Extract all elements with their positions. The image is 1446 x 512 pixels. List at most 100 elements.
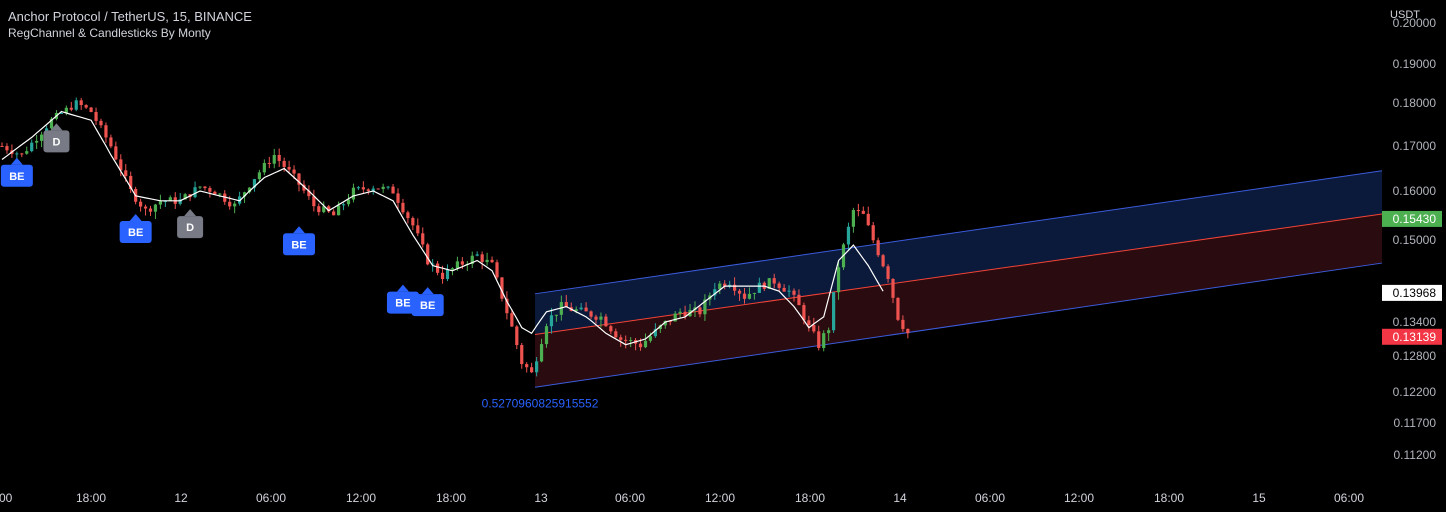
candle-body <box>554 314 558 316</box>
candle-body <box>797 294 801 306</box>
candle-body <box>346 199 351 205</box>
candle-body <box>139 201 143 207</box>
x-tick-label: 06:00 <box>615 491 645 505</box>
candle-body <box>802 305 806 321</box>
candle-body <box>901 319 905 329</box>
y-tick-label: 0.19000 <box>1393 57 1437 71</box>
chart-title: Anchor Protocol / TetherUS, 15, BINANCE <box>8 9 252 24</box>
x-tick-label: 06:00 <box>256 491 286 505</box>
candle-body <box>104 125 108 138</box>
x-tick-label: 14 <box>893 491 907 505</box>
candle-body <box>421 233 425 245</box>
candle-body <box>772 278 776 284</box>
y-tick-label: 0.16000 <box>1393 184 1437 198</box>
y-tick-label: 0.13400 <box>1393 315 1437 329</box>
candle-body <box>436 263 440 273</box>
candle-body <box>267 162 271 164</box>
candle-body <box>129 175 133 189</box>
candle-body <box>252 179 257 188</box>
d-signal-marker <box>177 216 204 239</box>
candle-body <box>470 255 474 264</box>
x-tick-label: 18:00 <box>795 491 825 505</box>
candle-body <box>30 142 34 152</box>
y-tick-label: 0.15000 <box>1393 233 1437 247</box>
candle-body <box>119 159 123 171</box>
candle-body <box>89 107 93 112</box>
candle-body <box>371 188 375 191</box>
candle-body <box>203 186 207 189</box>
candle-body <box>574 309 578 311</box>
candle-body <box>25 151 29 154</box>
channel-upper-line <box>534 170 1383 295</box>
candle-body <box>510 313 514 327</box>
be-signal-marker <box>0 164 33 187</box>
candle-body <box>856 210 860 212</box>
channel-upper-fill <box>535 170 1382 335</box>
candle-body <box>485 259 489 263</box>
candle-body <box>678 311 682 314</box>
candle-body <box>515 326 519 346</box>
time-axis: :00 18:00 12 06:00 12:00 18:00 13 06:00 12:00 18:… <box>0 491 1364 505</box>
candle-body <box>658 325 662 330</box>
candle-body <box>807 320 811 326</box>
candle-body <box>49 118 54 129</box>
candle-body <box>198 186 202 188</box>
candle-body <box>426 244 430 265</box>
x-tick-label: 06:00 <box>975 491 1005 505</box>
candle-body <box>490 259 494 263</box>
candle-body <box>351 187 356 200</box>
marker-arrow <box>10 157 23 165</box>
candle-body <box>564 302 568 308</box>
candle-body <box>881 255 885 267</box>
x-tick-label: 18:00 <box>1154 491 1184 505</box>
candle-body <box>272 155 276 164</box>
candle-body <box>262 162 266 173</box>
marker-arrow <box>129 214 142 222</box>
d-signal-marker <box>43 130 70 153</box>
candle-body <box>653 329 657 337</box>
x-tick-label: 15 <box>1252 491 1266 505</box>
candle-body <box>213 191 217 195</box>
candle-body <box>178 199 182 204</box>
be-signal-marker <box>119 221 152 244</box>
candle-body <box>723 283 727 287</box>
candle-body <box>891 278 895 298</box>
candle-body <box>396 193 400 203</box>
price-label-box <box>1382 210 1442 227</box>
candle-body <box>584 307 588 312</box>
candle-body <box>361 187 365 190</box>
candle-body <box>242 192 247 197</box>
candle-body <box>391 186 395 194</box>
x-tick-label: :00 <box>0 491 13 505</box>
candle-body <box>84 105 88 108</box>
candle-body <box>500 277 504 299</box>
x-tick-label: 18:00 <box>76 491 106 505</box>
candle-body <box>431 263 435 265</box>
candle-body <box>450 268 455 270</box>
x-tick-label: 06:00 <box>1334 491 1364 505</box>
candle-body <box>94 111 98 121</box>
candle-body <box>416 225 420 234</box>
marker-arrow <box>293 226 305 234</box>
candle-body <box>302 184 306 191</box>
candle-body <box>629 340 633 342</box>
candle-body <box>292 169 296 174</box>
candle-body <box>233 203 237 207</box>
candle-body <box>757 282 761 293</box>
candle-body <box>742 293 747 299</box>
be-signal-marker <box>386 291 419 314</box>
candle-body <box>35 140 39 143</box>
candle-body <box>544 326 549 345</box>
candle-body <box>322 206 326 213</box>
candles <box>0 97 910 377</box>
candle-body <box>74 100 78 110</box>
candle-body <box>287 166 291 170</box>
moving-average <box>1 110 884 346</box>
candle-body <box>307 190 311 197</box>
channel-lower-line <box>534 262 1383 388</box>
candle-body <box>792 290 796 295</box>
candle-body <box>589 311 593 317</box>
candle-body <box>530 367 534 373</box>
